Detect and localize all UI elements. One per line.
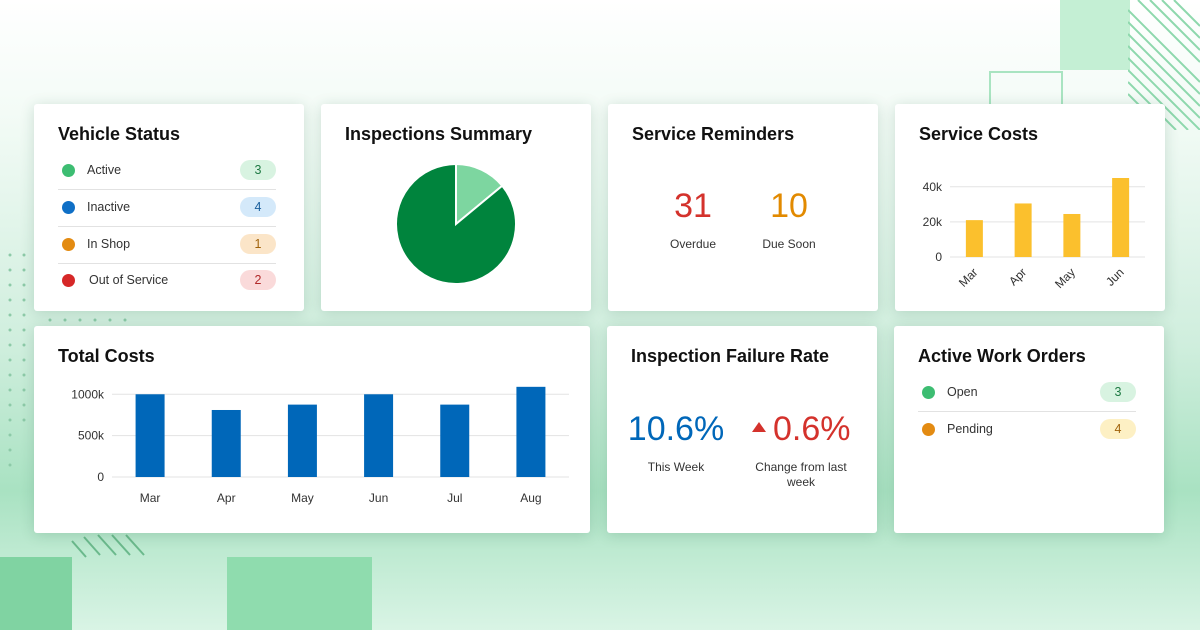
x-tick-label: Jun: [369, 491, 388, 505]
work-order-label: Open: [947, 385, 978, 399]
due-soon-count[interactable]: 10: [770, 187, 808, 225]
status-row-in-shop[interactable]: In Shop 1: [58, 227, 276, 264]
due-soon-label: Due Soon: [762, 237, 816, 251]
status-label: In Shop: [87, 237, 131, 251]
bar-jun[interactable]: [364, 394, 394, 477]
vehicle-status-title: Vehicle Status: [58, 124, 181, 144]
service-costs-card[interactable]: Service Costs 0 20k 40k Mar Apr May Jun: [895, 104, 1165, 311]
inspection-failure-rate-card[interactable]: Inspection Failure Rate 10.6% This Week …: [607, 326, 877, 533]
active-work-orders-title: Active Work Orders: [918, 346, 1086, 366]
bar-apr[interactable]: [1014, 203, 1032, 257]
status-dot-icon: [62, 201, 75, 214]
bar-apr[interactable]: [211, 409, 241, 477]
x-tick-label: May: [291, 491, 314, 505]
work-order-count-badge: 3: [1100, 382, 1136, 402]
status-count-badge: 3: [240, 160, 276, 180]
status-row-inactive[interactable]: Inactive 4: [58, 190, 276, 227]
inspections-summary-title: Inspections Summary: [345, 124, 533, 144]
decor-square-top-right: [1060, 0, 1130, 70]
pie-slice-0[interactable]: [395, 162, 517, 285]
decor-outline-square: [989, 71, 1063, 109]
y-tick-label: 0: [97, 470, 104, 484]
bar-mar[interactable]: [965, 220, 983, 257]
x-tick-label: Jun: [1103, 265, 1127, 289]
service-reminders-title: Service Reminders: [632, 124, 795, 144]
x-tick-label: Mar: [956, 265, 981, 290]
status-label: Active: [87, 163, 122, 177]
decor-dot-grid: [8, 253, 127, 467]
change-rate: 0.6%: [773, 410, 851, 448]
work-order-label: Pending: [947, 422, 993, 436]
work-order-row-pending[interactable]: Pending 4: [918, 412, 1136, 448]
status-label: Out of Service: [89, 273, 169, 287]
status-count-badge: 4: [240, 197, 276, 217]
change-label: Change from last week: [755, 460, 847, 489]
x-tick-label: Mar: [140, 491, 161, 505]
work-order-row-open[interactable]: Open 3: [918, 375, 1136, 412]
overdue-count[interactable]: 31: [674, 187, 712, 225]
total-costs-card[interactable]: Total Costs 0 500k 1000k Mar Apr May Jun Jul Aug: [34, 326, 590, 533]
status-dot-icon: [922, 423, 935, 436]
inspection-failure-rate-title: Inspection Failure Rate: [631, 346, 830, 366]
bar-may[interactable]: [1063, 213, 1081, 257]
status-row-out-of-service[interactable]: Out of Service 2: [58, 263, 276, 299]
y-tick-label: 0: [935, 250, 942, 264]
x-tick-label: Apr: [217, 491, 236, 505]
decor-hatch-bottom-left: [71, 534, 145, 558]
status-count-badge: 1: [240, 234, 276, 254]
decor-square-bottom-mid: [227, 557, 372, 630]
x-tick-label: Aug: [520, 491, 541, 505]
y-tick-label: 1000k: [71, 387, 105, 401]
status-dot-icon: [62, 274, 75, 287]
decor-hatch-top-right: [1128, 0, 1200, 130]
status-dot-icon: [62, 164, 75, 177]
y-tick-label: 500k: [78, 429, 105, 443]
bar-jun[interactable]: [1112, 178, 1130, 257]
total-costs-title: Total Costs: [58, 346, 155, 366]
overdue-label: Overdue: [669, 237, 717, 251]
bar-mar[interactable]: [135, 394, 165, 477]
status-count-badge: 2: [240, 270, 276, 290]
this-week-rate: 10.6%: [627, 410, 725, 448]
x-tick-label: Jul: [447, 491, 462, 505]
vehicle-status-card[interactable]: Vehicle Status Active 3 Inactive 4 In Sh…: [34, 104, 304, 311]
bar-aug[interactable]: [516, 386, 546, 477]
service-reminders-card[interactable]: Service Reminders 31 Overdue 10 Due Soon: [608, 104, 878, 311]
this-week-label: This Week: [647, 460, 705, 474]
pie-slice-1[interactable]: [455, 162, 504, 227]
service-costs-bar-chart: 0 20k 40k Mar Apr May Jun: [923, 178, 1145, 291]
status-row-active[interactable]: Active 3: [58, 153, 276, 190]
x-tick-label: Apr: [1006, 265, 1029, 288]
total-costs-bar-chart: 0 500k 1000k Mar Apr May Jun Jul Aug: [71, 386, 569, 505]
y-tick-label: 40k: [923, 180, 943, 194]
service-costs-title: Service Costs: [919, 124, 1039, 144]
active-work-orders-card[interactable]: Active Work Orders Open 3 Pending 4: [894, 326, 1164, 533]
triangle-up-icon: [752, 422, 766, 432]
status-dot-icon: [922, 386, 935, 399]
x-tick-label: May: [1052, 265, 1078, 291]
status-label: Inactive: [87, 200, 131, 214]
status-dot-icon: [62, 238, 75, 251]
decor-square-bottom-left: [0, 557, 72, 630]
work-order-count-badge: 4: [1100, 419, 1136, 439]
y-tick-label: 20k: [923, 215, 943, 229]
inspections-pie-chart: [395, 162, 517, 285]
inspections-summary-card[interactable]: Inspections Summary: [321, 104, 591, 311]
bar-may[interactable]: [287, 404, 317, 477]
bar-jul[interactable]: [440, 404, 470, 477]
